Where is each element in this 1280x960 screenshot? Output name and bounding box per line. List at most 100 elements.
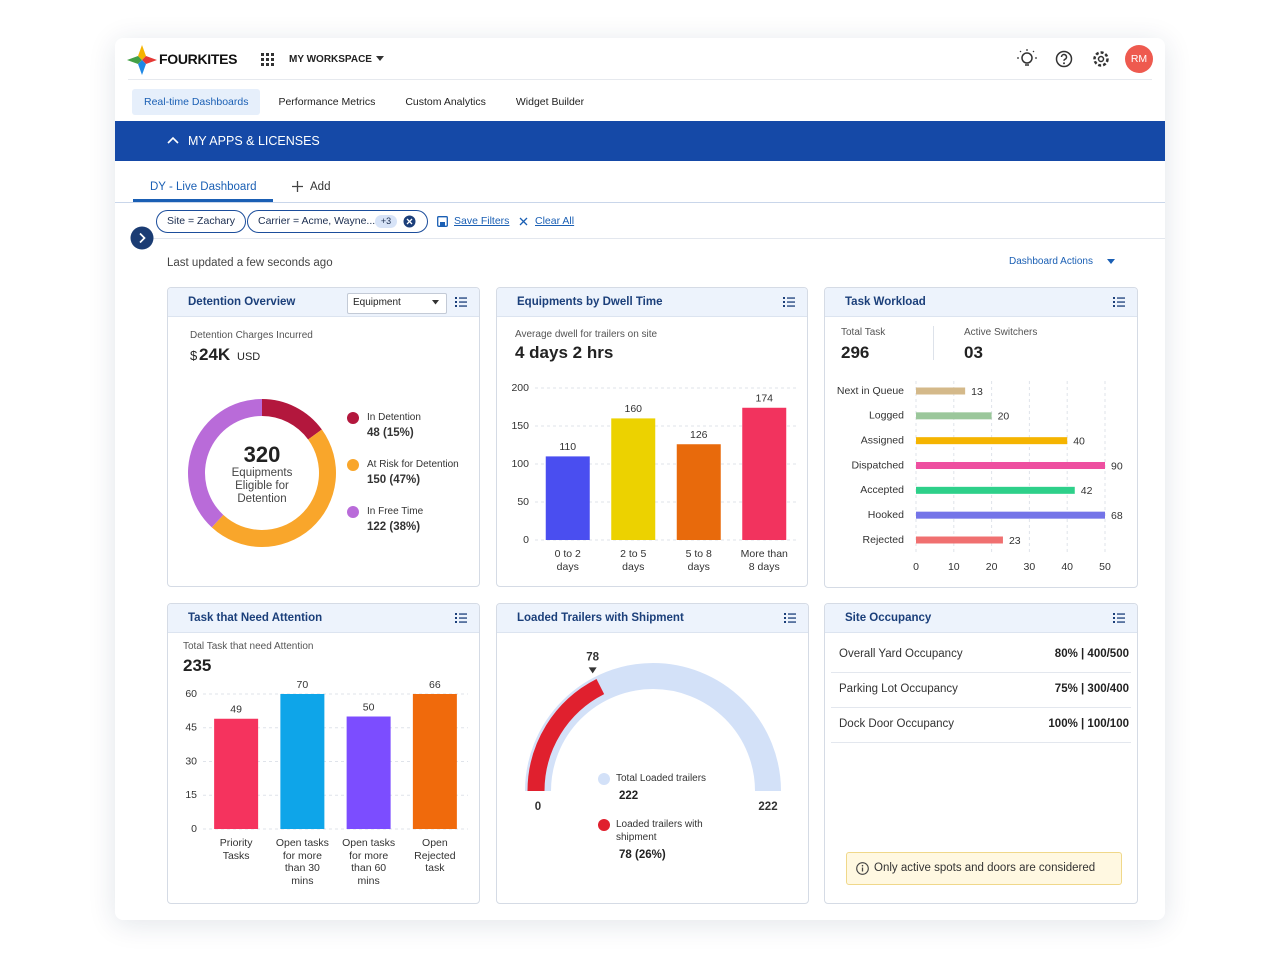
widget: 0 15 30 45 60 49 70 50 66 Task that Need Attentio… <box>167 603 480 904</box>
value-label: 49 <box>230 704 242 716</box>
bar <box>916 412 992 420</box>
widget-header <box>497 604 808 633</box>
row-label: Dock Door Occupancy <box>839 718 955 730</box>
donut-segment <box>211 429 336 547</box>
icon-dot <box>455 305 457 307</box>
apps-icon[interactable] <box>261 53 274 66</box>
occupancy-row: Parking Lot Occupancy 75% | 300/400 <box>831 672 1131 708</box>
banner[interactable] <box>115 121 1165 161</box>
x-tick-label: 20 <box>986 561 998 573</box>
bar <box>214 718 259 829</box>
icon-dot <box>1113 301 1115 303</box>
nav-bar: Real-time Dashboards Performance Metrics… <box>132 89 596 115</box>
nav-item[interactable]: Performance Metrics <box>278 96 376 108</box>
value-label: 90 <box>1111 460 1123 472</box>
y-tick-label: 50 <box>517 496 529 508</box>
idea-icon[interactable] <box>1017 49 1037 69</box>
legend-dot <box>598 819 610 831</box>
icon-line <box>459 613 467 615</box>
save-filters[interactable]: Save Filters <box>454 215 510 227</box>
widget: 78 0 222 Loaded Trailers with Shipment Tota… <box>496 603 809 904</box>
widget: Site Occupancy Only active spots and doo… <box>824 603 1138 904</box>
widget-menu[interactable] <box>1113 613 1125 623</box>
kpi-unit: USD <box>237 351 261 363</box>
icon-line <box>787 305 795 307</box>
bar <box>916 462 1105 469</box>
brand: FOURKITES <box>159 51 238 67</box>
dashboard-actions[interactable]: Dashboard Actions <box>1009 256 1093 267</box>
filter-chip[interactable]: Site = Zachary <box>156 210 246 233</box>
widget-header <box>825 604 1137 633</box>
divider <box>933 326 934 360</box>
icon-dot <box>783 301 785 303</box>
kpi-value: 24K <box>199 345 231 364</box>
widget-menu[interactable] <box>455 297 467 307</box>
icon-dot <box>455 617 457 619</box>
icon-dot <box>1113 613 1115 615</box>
bar <box>916 437 1068 445</box>
y-tick-label: Dispatched <box>851 459 904 471</box>
legend-label: In Free Time <box>367 506 424 517</box>
icon-dot <box>455 301 457 303</box>
icon-line <box>459 301 467 303</box>
kpi-value: 296 <box>841 343 870 362</box>
x-tick-label: 0 to 2 days <box>554 548 581 573</box>
gauge-marker <box>588 667 597 674</box>
nav-item[interactable]: Widget Builder <box>515 96 585 108</box>
note: Only active spots and doors are consider… <box>874 862 1096 874</box>
legend-dot <box>598 773 610 785</box>
avatar[interactable]: RM <box>1125 45 1153 73</box>
divider <box>153 238 1165 239</box>
icon-dot <box>784 621 786 623</box>
icon-line <box>1117 297 1125 299</box>
gauge-min: 0 <box>535 801 541 813</box>
nav-item[interactable]: Real-time Dashboards <box>132 89 261 115</box>
settings-icon[interactable] <box>1092 50 1110 68</box>
clear-all[interactable]: Clear All <box>535 215 575 227</box>
legend-label: In Detention <box>367 412 421 423</box>
donut-segment <box>188 399 262 528</box>
bar <box>280 694 325 829</box>
workspace-menu[interactable]: MY WORKSPACE <box>289 54 372 65</box>
icon-dot <box>784 617 786 619</box>
widget-menu[interactable] <box>1113 297 1125 307</box>
icon-line <box>1117 305 1125 307</box>
dropdown-value: Equipment <box>353 297 401 308</box>
bar <box>545 456 590 540</box>
icon-dot <box>455 613 457 615</box>
widget-title: Detention Overview <box>188 296 296 308</box>
kpi-prefix: $ <box>190 348 198 363</box>
icon-line <box>787 297 795 299</box>
icon-line <box>788 617 796 619</box>
more-badge[interactable]: +3 <box>375 215 397 228</box>
y-tick-label: Hooked <box>868 509 904 521</box>
value-label: 110 <box>559 441 576 453</box>
sidebar-toggle[interactable] <box>130 226 154 250</box>
icon-dot <box>783 297 785 299</box>
kpi-value: 4 days 2 hrs <box>515 343 614 362</box>
widget-menu[interactable] <box>784 613 796 623</box>
occupancy-row: Overall Yard Occupancy 80% | 400/500 <box>831 637 1131 673</box>
icon-line <box>788 621 796 623</box>
tab-add[interactable]: Add <box>310 181 331 193</box>
widget-menu[interactable] <box>455 613 467 623</box>
icon-line <box>1117 617 1125 619</box>
legend-value: 48 (15%) <box>367 427 414 439</box>
filter-chip[interactable]: Carrier = Acme, Wayne... <box>247 210 428 233</box>
kpi-value: 03 <box>964 343 983 362</box>
icon-dot <box>455 297 457 299</box>
remove-chip[interactable] <box>403 215 416 228</box>
value-label: 160 <box>624 403 642 415</box>
value-label: 42 <box>1081 485 1093 497</box>
dropdown[interactable] <box>347 293 447 314</box>
tab-underline <box>133 199 273 202</box>
help-icon[interactable] <box>1055 50 1073 68</box>
widget-menu[interactable] <box>783 297 795 307</box>
row-value: 100% | 100/100 <box>1048 718 1129 730</box>
bar <box>412 694 457 829</box>
gauge-value: 78 <box>586 651 599 663</box>
tab-active[interactable]: DY - Live Dashboard <box>150 181 257 193</box>
bar <box>346 716 391 829</box>
nav-item[interactable]: Custom Analytics <box>405 96 486 108</box>
legend-value: 122 (38%) <box>367 521 421 533</box>
